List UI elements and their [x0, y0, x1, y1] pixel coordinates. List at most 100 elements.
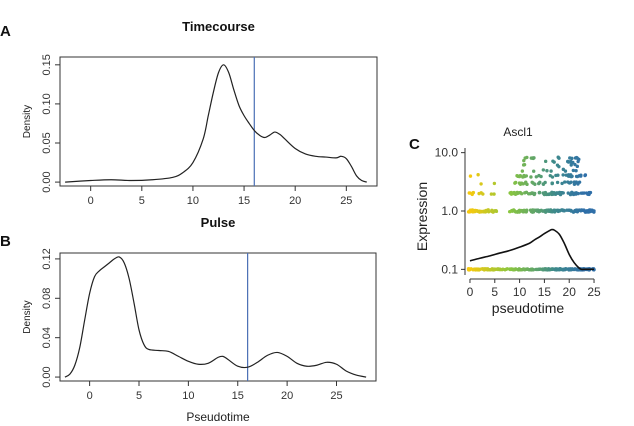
scatter-point	[533, 182, 537, 186]
panel-label-b: B	[0, 233, 11, 250]
scatter-point	[562, 209, 566, 213]
scatter-point	[488, 268, 493, 272]
x-tick-label: 15	[238, 195, 250, 207]
y-axis-label: Expression	[414, 182, 430, 251]
scatter-point	[557, 164, 561, 169]
scatter-point	[557, 156, 561, 160]
scatter-point	[556, 173, 560, 177]
x-tick-label: 15	[232, 390, 244, 402]
scatter-point	[483, 210, 488, 214]
scatter-point	[568, 192, 573, 197]
y-tick-label: 0.04	[41, 327, 53, 348]
scatter-point	[511, 267, 515, 272]
scatter-point	[525, 155, 529, 160]
scatter-point	[571, 168, 576, 173]
scatter-point	[574, 209, 578, 213]
y-tick-label: 0.1	[441, 262, 458, 276]
scatter-point	[468, 174, 473, 178]
scatter-point	[522, 173, 526, 178]
scatter-point	[581, 191, 585, 195]
scatter-point	[537, 181, 541, 186]
x-tick-label: 25	[340, 195, 352, 207]
scatter-point	[522, 158, 526, 163]
scatter-point	[537, 210, 541, 214]
x-tick-label: 5	[136, 390, 142, 402]
scatter-point	[583, 173, 587, 178]
density-curve	[64, 256, 367, 378]
scatter-point	[557, 191, 561, 196]
scatter-point	[561, 167, 566, 172]
scatter-point	[571, 160, 575, 165]
scatter-point	[575, 164, 580, 169]
x-axis-label: Pseudotime	[186, 410, 250, 424]
scatter-point	[475, 268, 479, 272]
x-tick-label: 5	[139, 195, 145, 207]
scatter-point	[532, 192, 536, 197]
scatter-point	[508, 267, 512, 271]
scatter-point	[543, 159, 548, 164]
x-tick-label: 25	[587, 285, 601, 299]
panel-b-pulse-chart: Pulse 0 5 10 15 20 25 0.00 0.04 0.08 0.12 Density Ps…	[22, 215, 377, 424]
scatter-point	[501, 267, 505, 271]
scatter-point	[489, 192, 494, 196]
chart-title: Timecourse	[182, 19, 255, 34]
scatter-point	[537, 190, 542, 195]
y-tick-label: 0.15	[41, 54, 53, 75]
scatter-point	[586, 192, 590, 196]
scatter-point	[525, 267, 530, 271]
scatter-point	[490, 209, 494, 214]
scatter-point	[545, 208, 549, 213]
scatter-point	[544, 267, 548, 271]
density-curve	[65, 64, 367, 183]
y-tick-label: 1.0	[441, 204, 458, 218]
scatter-point	[486, 210, 491, 214]
scatter-point	[526, 192, 531, 196]
x-tick-label: 10	[187, 195, 199, 207]
scatter-point	[561, 173, 565, 177]
scatter-point	[516, 191, 520, 195]
scatter-point	[478, 267, 482, 271]
scatter-point	[471, 190, 476, 195]
scatter-point	[541, 182, 546, 186]
scatter-point	[498, 267, 502, 272]
panel-c-ascl1-expression-chart: Ascl1 0 5 10 15 20 25 0.1 1.0 10.0 Expression pseud…	[414, 125, 601, 316]
panel-label-c: C	[409, 136, 420, 153]
scatter-point	[509, 190, 513, 195]
x-tick-label: 0	[88, 195, 94, 207]
scatter-point	[558, 208, 562, 213]
scatter-point	[482, 268, 486, 272]
scatter-point	[529, 268, 533, 272]
y-axis-label: Density	[22, 300, 33, 333]
y-tick-label: 0.10	[41, 93, 53, 114]
scatter-point	[564, 173, 568, 177]
scatter-point	[468, 191, 472, 195]
scatter-point	[467, 209, 472, 214]
scatter-point	[529, 175, 533, 179]
scatter-point	[552, 160, 556, 164]
trend-line	[469, 228, 595, 271]
scatter-point	[492, 267, 496, 271]
scatter-point	[530, 180, 534, 185]
x-tick-label: 10	[513, 285, 527, 299]
scatter-point	[532, 169, 536, 173]
scatter-point	[572, 182, 577, 186]
scatter-point	[585, 210, 589, 214]
x-tick-label: 20	[563, 285, 577, 299]
scatter-point	[579, 174, 583, 178]
y-tick-label: 0.08	[41, 288, 53, 309]
plot-frame	[59, 252, 377, 382]
scatter-point	[531, 208, 535, 212]
scatter-point	[534, 175, 539, 179]
plot-frame	[59, 56, 378, 187]
scatter-point	[517, 267, 521, 271]
scatter-point	[541, 191, 546, 195]
scatter-point	[519, 192, 524, 196]
x-tick-label: 20	[289, 195, 301, 207]
x-tick-label: 5	[491, 285, 498, 299]
scatter-point	[515, 210, 520, 214]
scatter-point	[535, 267, 539, 272]
scatter-point	[563, 180, 567, 184]
scatter-point	[513, 181, 517, 185]
x-axis-label: pseudotime	[492, 300, 565, 316]
